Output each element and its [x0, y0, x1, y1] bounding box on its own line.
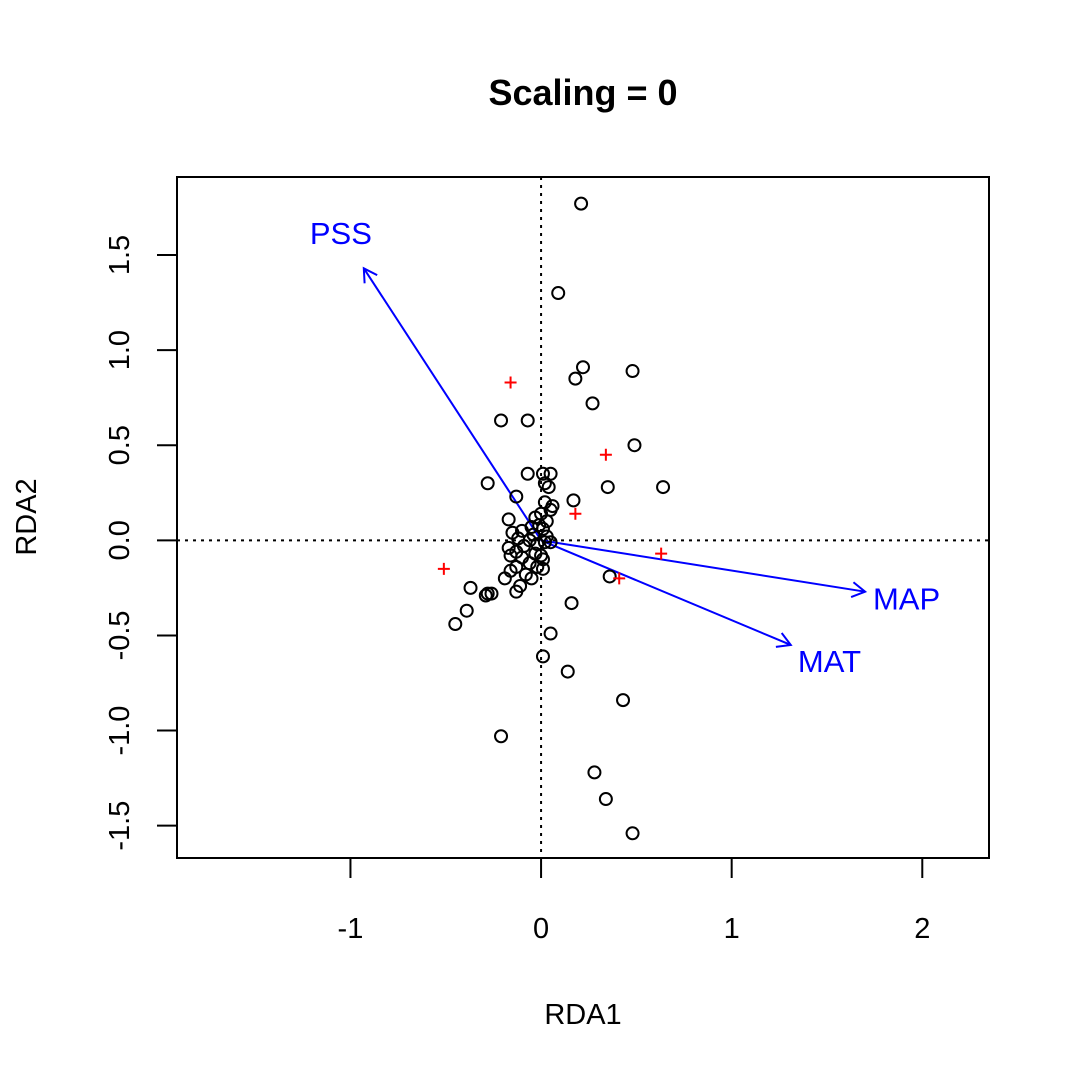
site-point	[478, 588, 493, 603]
site-point	[564, 596, 579, 611]
site-point	[497, 571, 512, 586]
arrowhead-mat	[775, 632, 793, 648]
site-point	[501, 512, 516, 527]
site-point	[598, 792, 613, 807]
species-points	[437, 376, 668, 585]
x-axis: -1 0 1 2	[338, 857, 930, 945]
species-point	[613, 572, 626, 585]
y-axis: -1.5 -1.0 -0.5 0.0 0.5 1.0 1.5	[104, 235, 178, 851]
site-point	[585, 396, 600, 411]
site-point	[560, 664, 575, 679]
arrow-map	[540, 539, 866, 593]
x-tick-label: 2	[914, 913, 930, 945]
site-point	[463, 580, 478, 595]
site-point	[539, 514, 554, 529]
site-point	[484, 586, 499, 601]
reference-lines	[177, 177, 989, 858]
site-point	[520, 413, 535, 428]
site-point	[537, 535, 552, 550]
species-point	[599, 448, 612, 461]
biplot-arrows: PSS MAP MAT	[310, 216, 940, 679]
y-tick-label: 0.5	[104, 425, 136, 465]
arrow-pss	[362, 267, 542, 541]
site-point	[480, 586, 495, 601]
site-point	[494, 729, 509, 744]
y-tick-label: -1.0	[104, 706, 136, 756]
site-point	[568, 371, 583, 386]
site-point	[537, 476, 552, 491]
site-point	[576, 360, 590, 375]
site-point	[587, 765, 602, 780]
site-point	[535, 561, 550, 576]
site-point	[566, 493, 581, 508]
site-point	[574, 196, 589, 211]
site-point	[535, 649, 550, 664]
site-point	[616, 693, 631, 708]
x-axis-label: RDA1	[544, 999, 621, 1031]
site-point	[509, 584, 524, 599]
site-point	[602, 569, 617, 584]
site-point	[543, 535, 558, 550]
y-tick-label: -1.5	[104, 801, 136, 851]
site-point	[524, 571, 539, 586]
site-point	[625, 364, 640, 379]
species-point	[504, 376, 517, 389]
x-tick-label: -1	[338, 913, 364, 945]
species-point	[437, 562, 450, 575]
y-tick-label: 0.0	[104, 520, 136, 560]
species-point	[655, 547, 668, 560]
site-point	[627, 438, 642, 453]
site-point	[535, 466, 550, 481]
species-point	[569, 507, 582, 520]
chart-title: Scaling = 0	[488, 72, 677, 113]
y-tick-label: -0.5	[104, 610, 136, 660]
site-point	[656, 480, 671, 495]
x-tick-label: 1	[724, 913, 740, 945]
site-point	[494, 413, 509, 428]
arrow-label-map: MAP	[873, 581, 940, 616]
site-point	[520, 466, 535, 481]
site-point	[509, 489, 524, 504]
site-points	[448, 196, 671, 841]
site-point	[625, 826, 640, 841]
site-point	[543, 626, 558, 641]
y-axis-label: RDA2	[11, 478, 43, 555]
site-point	[459, 603, 474, 618]
x-tick-label: 0	[533, 913, 549, 945]
arrowhead-map	[850, 581, 868, 598]
plot-frame	[176, 176, 990, 859]
site-point	[448, 617, 463, 632]
arrow-mat	[540, 539, 792, 646]
arrow-label-mat: MAT	[798, 644, 861, 679]
site-point	[530, 559, 545, 574]
site-point	[480, 476, 495, 491]
arrow-label-pss: PSS	[310, 216, 372, 251]
site-point	[551, 286, 566, 301]
site-point	[600, 480, 615, 495]
site-point	[541, 480, 556, 495]
arrowhead-pss	[362, 266, 378, 284]
y-tick-label: 1.0	[104, 330, 136, 370]
y-tick-label: 1.5	[104, 235, 136, 275]
site-point	[501, 540, 516, 555]
